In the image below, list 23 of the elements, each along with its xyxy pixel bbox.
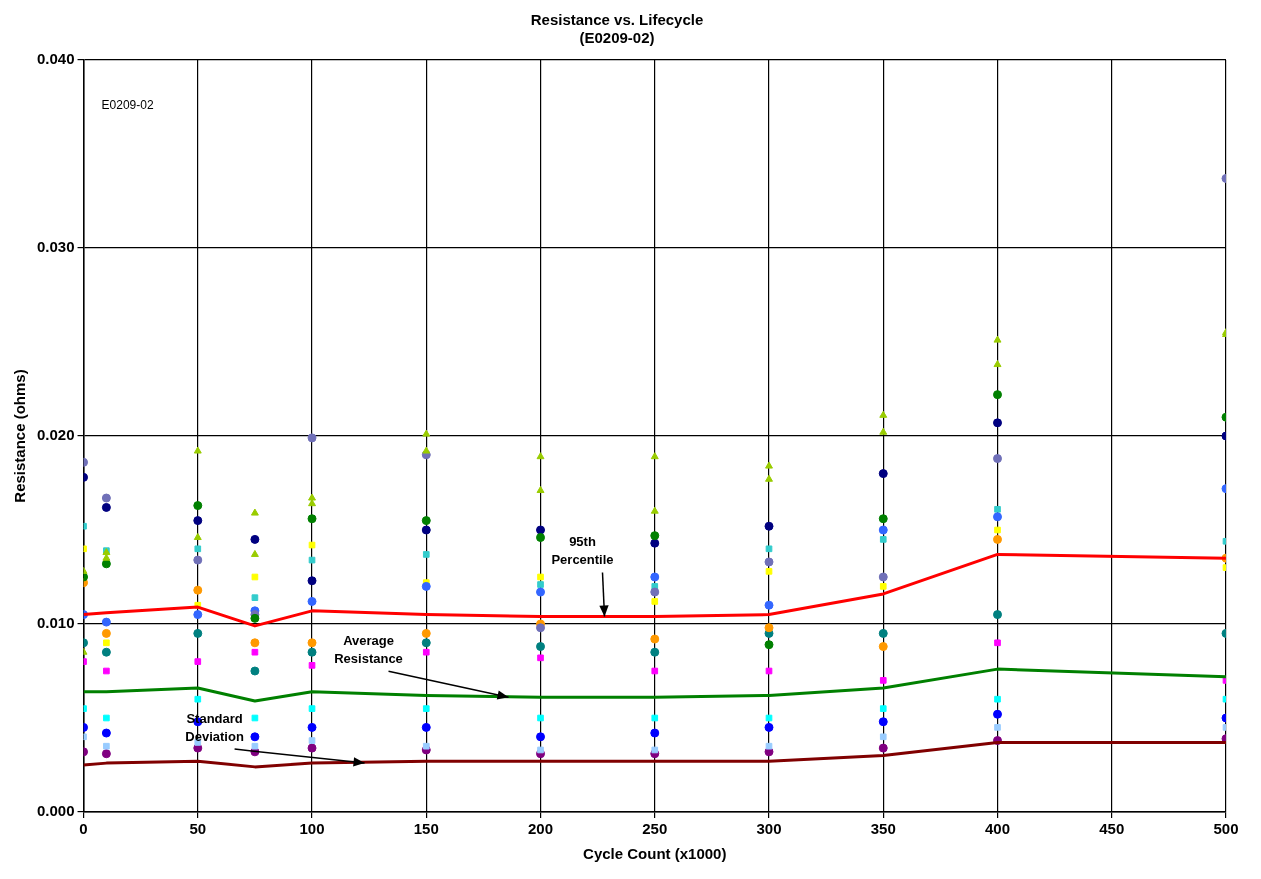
x-tick-label: 200 — [528, 820, 554, 838]
x-tick-label: 450 — [1099, 820, 1125, 838]
y-tick-label: 0.020 — [36, 426, 75, 444]
annotation: E0209-02 — [101, 98, 154, 113]
annotation: 95th Percentile — [551, 534, 614, 568]
x-tick-label: 50 — [189, 820, 207, 838]
x-tick-label: 350 — [870, 820, 896, 838]
x-tick-label: 400 — [984, 820, 1011, 838]
x-tick-label: 250 — [642, 820, 668, 838]
x-tick-label: 150 — [413, 820, 439, 838]
x-axis-title: Cycle Count (x1000) — [583, 845, 727, 863]
y-tick-label: 0.030 — [36, 238, 75, 256]
annotation: Average Resistance — [334, 632, 403, 666]
y-tick-label: 0.000 — [36, 802, 75, 820]
x-tick-label: 300 — [756, 820, 782, 838]
x-tick-label: 0 — [79, 820, 88, 838]
x-tick-label: 500 — [1213, 820, 1239, 838]
y-tick-label: 0.010 — [36, 614, 75, 632]
y-tick-label: 0.040 — [36, 50, 75, 68]
chart-subtitle: (E0209-02) — [579, 29, 655, 47]
chart-title: Resistance vs. Lifecycle — [530, 11, 704, 29]
y-axis-title: Resistance (ohms) — [11, 369, 29, 503]
x-tick-label: 100 — [299, 820, 325, 838]
